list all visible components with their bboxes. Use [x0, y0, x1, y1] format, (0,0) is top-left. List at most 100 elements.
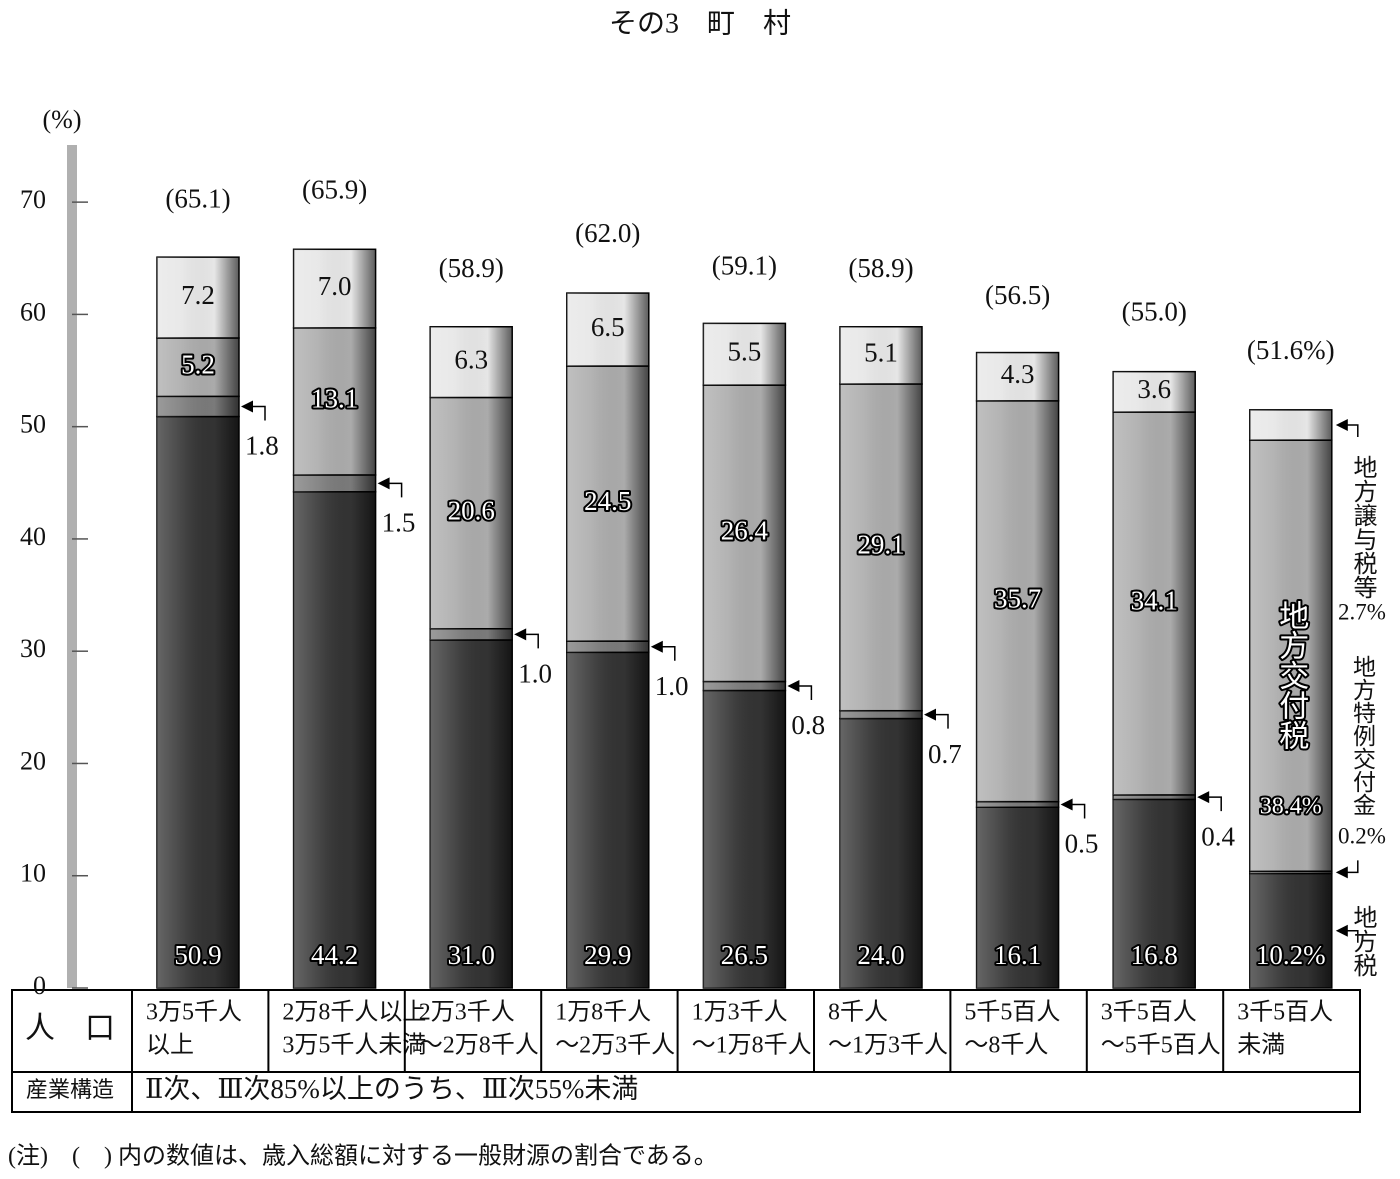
- x-tick-label: ～1万3千人: [828, 1032, 948, 1059]
- x-tick-label: ～2万8千人: [419, 1032, 539, 1059]
- x-tick-label: ～2万3千人: [555, 1032, 675, 1059]
- bar-shade: [703, 323, 786, 386]
- value-label: 35.7: [994, 583, 1041, 613]
- note: (注) ( ) 内の数値は、歳入総額に対する一般財源の割合である。: [8, 1143, 718, 1170]
- y-tick-label: 70: [20, 185, 46, 214]
- value-label: 50.9: [174, 940, 221, 970]
- bar-shade: [293, 474, 376, 492]
- bar-shade: [566, 652, 649, 988]
- y-axis-label: (%): [43, 105, 82, 134]
- series-name: 地方交付税: [1274, 600, 1309, 750]
- arrow: [251, 405, 266, 421]
- arrow-head: [1197, 791, 1210, 804]
- arrow-head: [241, 400, 253, 413]
- arrow: [1345, 860, 1359, 874]
- total-label: (58.9): [439, 253, 504, 283]
- arrow-head: [650, 640, 663, 653]
- chart-title: その3 町 村: [609, 7, 791, 39]
- x-tick-label: 8千人: [828, 999, 888, 1026]
- bar-shade: [1249, 871, 1332, 874]
- arrow-head: [1060, 798, 1073, 811]
- total-label: (65.1): [165, 183, 230, 213]
- bar-shade: [1249, 873, 1332, 988]
- arrow: [1207, 796, 1222, 812]
- bar-shade: [293, 327, 376, 475]
- arrow: [1070, 803, 1086, 819]
- bar-shade: [1113, 799, 1196, 988]
- x-tick-label: ～5千5百人: [1101, 1032, 1221, 1059]
- value-label: 0.5: [1065, 829, 1099, 859]
- bar-shade: [157, 396, 239, 417]
- value-label: 44.2: [311, 940, 358, 970]
- value-label: 2.7%: [1338, 599, 1386, 624]
- x-tick-label: 3万5千人: [146, 999, 242, 1026]
- value-label: 10.2%: [1256, 940, 1326, 970]
- value-label: 24.5: [584, 486, 631, 516]
- y-tick-label: 40: [20, 522, 46, 551]
- y-tick-label: 20: [20, 746, 46, 775]
- bar-shade: [430, 639, 513, 988]
- bar-shade: [976, 352, 1059, 401]
- arrow-head: [1335, 418, 1348, 431]
- arrow-head: [514, 628, 527, 641]
- x-tick-label: 3千5百人: [1237, 999, 1333, 1026]
- x-tick-label: 3千5百人: [1101, 999, 1197, 1026]
- arrow-head: [1335, 866, 1348, 879]
- bar-shade: [703, 690, 786, 988]
- value-label: 5.5: [728, 336, 762, 366]
- arrow: [660, 645, 676, 661]
- x-tick-label: ～1万8千人: [692, 1032, 812, 1059]
- series-name: 地方特例交付金: [1350, 655, 1377, 816]
- value-label: 6.5: [591, 312, 625, 342]
- arrow: [1345, 424, 1359, 437]
- bar-shade: [703, 385, 786, 682]
- value-label: 29.9: [584, 940, 631, 970]
- bar-shade: [430, 628, 513, 640]
- x-tick-label: 5千5百人: [964, 999, 1060, 1026]
- arrow: [797, 685, 813, 701]
- value-label: 0.4: [1201, 821, 1235, 851]
- value-label: 16.1: [994, 940, 1041, 970]
- bar-shade: [840, 384, 922, 711]
- value-label: 3.6: [1137, 374, 1171, 404]
- x-tick-label: 1万3千人: [692, 999, 788, 1026]
- bar-shade: [1249, 440, 1332, 872]
- bar-shade: [976, 400, 1059, 802]
- total-label: (56.5): [985, 280, 1050, 310]
- total-label: (58.9): [848, 253, 913, 283]
- value-label: 6.3: [454, 344, 488, 374]
- industry-text: Ⅱ次、Ⅲ次85%以上のうち、Ⅲ次55%未満: [145, 1074, 638, 1104]
- value-label: 26.5: [721, 940, 768, 970]
- arrow: [524, 633, 539, 649]
- bar-shade: [1249, 409, 1332, 441]
- row-header: 人 口: [25, 1012, 115, 1045]
- value-label: 29.1: [857, 530, 904, 560]
- bar-shade: [157, 416, 239, 989]
- bar-shade: [1113, 371, 1196, 413]
- bar-shade: [566, 641, 649, 653]
- bar-shade: [840, 718, 922, 988]
- arrow-head: [787, 680, 800, 693]
- x-tick-label: 2万8千人以上: [282, 999, 426, 1026]
- value-label: 24.0: [857, 940, 904, 970]
- value-label: 5.1: [864, 338, 898, 368]
- row-header: 産業構造: [26, 1077, 114, 1102]
- value-label: 20.6: [448, 495, 495, 525]
- bar-shade: [1113, 412, 1196, 795]
- value-label: 38.4%: [1260, 794, 1322, 820]
- bar-shade: [703, 681, 786, 691]
- y-tick-label: 10: [20, 859, 46, 888]
- bar-shade: [293, 249, 376, 328]
- value-label: 31.0: [448, 940, 495, 970]
- x-tick-label: 2万3千人: [419, 999, 515, 1026]
- value-label: 1.8: [245, 431, 279, 461]
- table-border: [11, 989, 1361, 1113]
- arrow-head: [1335, 924, 1348, 937]
- total-label: (62.0): [575, 218, 640, 248]
- arrow-head: [377, 477, 390, 490]
- bar-shade: [1113, 794, 1196, 800]
- value-label: 34.1: [1131, 586, 1178, 616]
- bar-shade: [293, 491, 376, 988]
- arrow: [1345, 929, 1359, 943]
